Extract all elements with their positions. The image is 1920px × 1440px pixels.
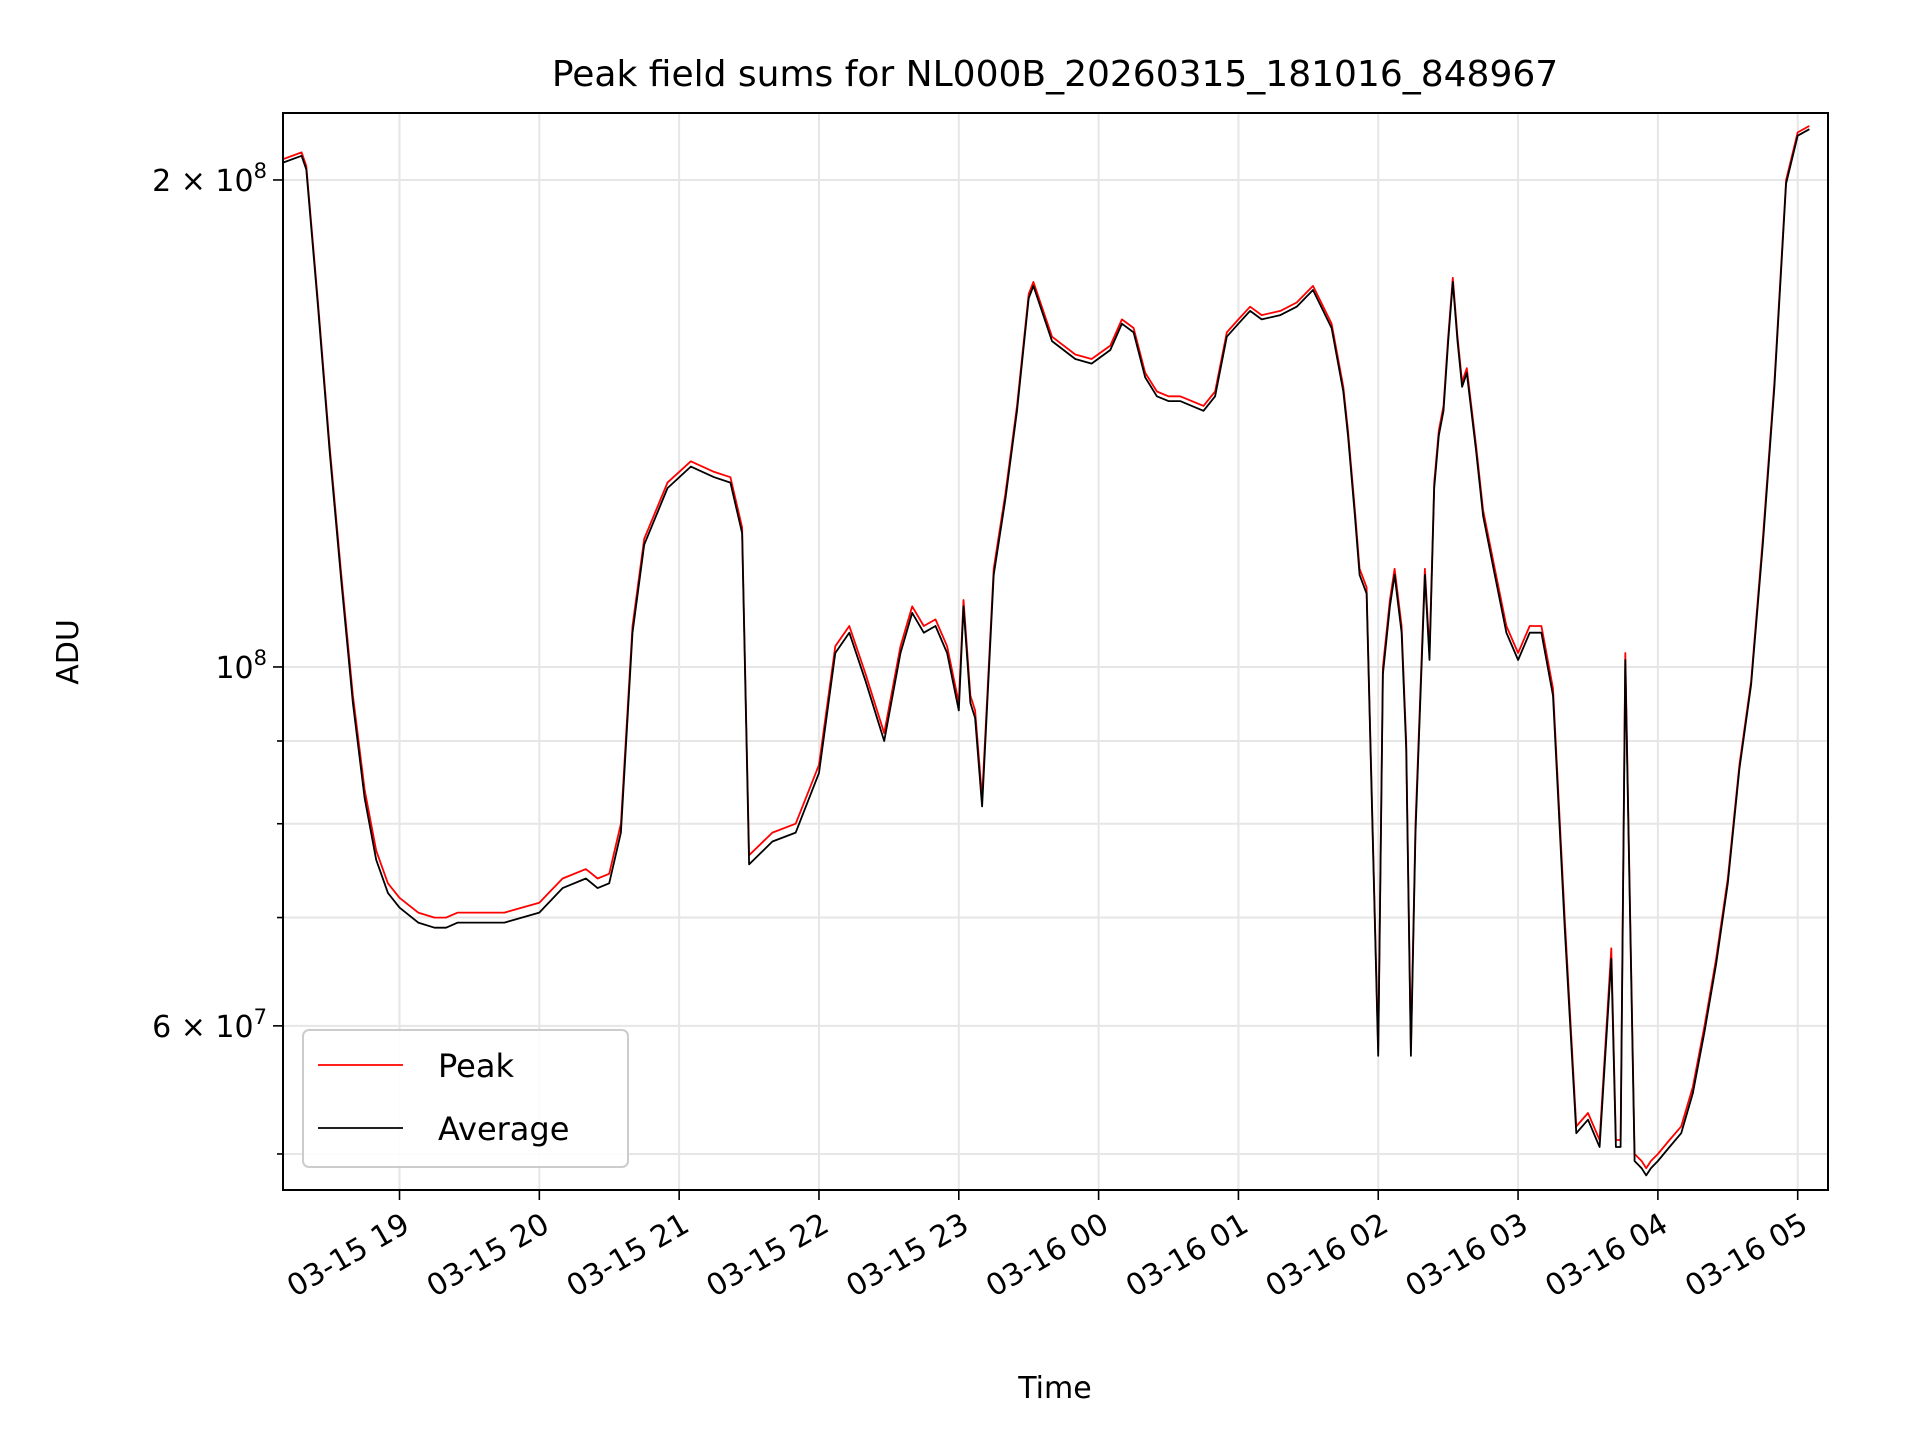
- y-tick-label: 6 × 107: [152, 1005, 267, 1045]
- grid: [283, 113, 1828, 1190]
- plot-frame: [282, 112, 1829, 1191]
- y-axis-label: ADU: [51, 619, 86, 685]
- series-line-average: [283, 128, 1810, 1177]
- legend-label-average: Average: [438, 1110, 569, 1148]
- legend-label-peak: Peak: [438, 1047, 514, 1085]
- legend: Peak Average: [302, 1029, 629, 1168]
- series-layer: [283, 125, 1810, 1177]
- y-tick-label: 2 × 108: [152, 159, 267, 199]
- x-axis-label: Time: [1017, 1371, 1091, 1406]
- chart-title: Peak field sums for NL000B_20260315_1810…: [552, 54, 1558, 95]
